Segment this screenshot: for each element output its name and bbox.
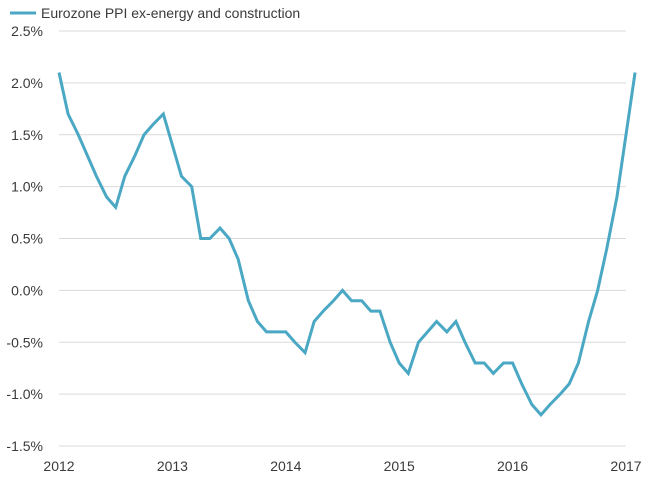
- grid-lines: [59, 30, 626, 447]
- x-tick-label: 2016: [497, 458, 528, 474]
- x-tick-label: 2013: [157, 458, 188, 474]
- y-tick-label: 1.5%: [11, 127, 43, 143]
- series-lines: [57, 72, 637, 418]
- y-tick-label: -1.5%: [6, 438, 43, 454]
- y-axis-tick-labels: -1.5% -1.0% -0.5% 0.0% 0.5% 1.0% 1.5% 2.0% 2.5%: [6, 23, 43, 454]
- y-tick-label: 2.5%: [11, 23, 43, 39]
- y-tick-label: 2.0%: [11, 75, 43, 91]
- legend-label: Eurozone PPI ex-energy and construction: [41, 5, 300, 21]
- x-tick-label: 2012: [43, 458, 74, 474]
- y-tick-label: 1.0%: [11, 179, 43, 195]
- x-axis-tick-labels: 2012 2013 2014 2015 2016 2017: [43, 458, 641, 474]
- y-tick-label: -0.5%: [6, 334, 43, 350]
- y-tick-label: -1.0%: [6, 386, 43, 402]
- x-tick-label: 2014: [270, 458, 301, 474]
- y-tick-label: 0.5%: [11, 231, 43, 247]
- x-tick-label: 2017: [610, 458, 641, 474]
- legend: Eurozone PPI ex-energy and construction: [10, 5, 300, 21]
- y-tick-label: 0.0%: [11, 282, 43, 298]
- x-tick-label: 2015: [384, 458, 415, 474]
- series-line: [57, 72, 637, 418]
